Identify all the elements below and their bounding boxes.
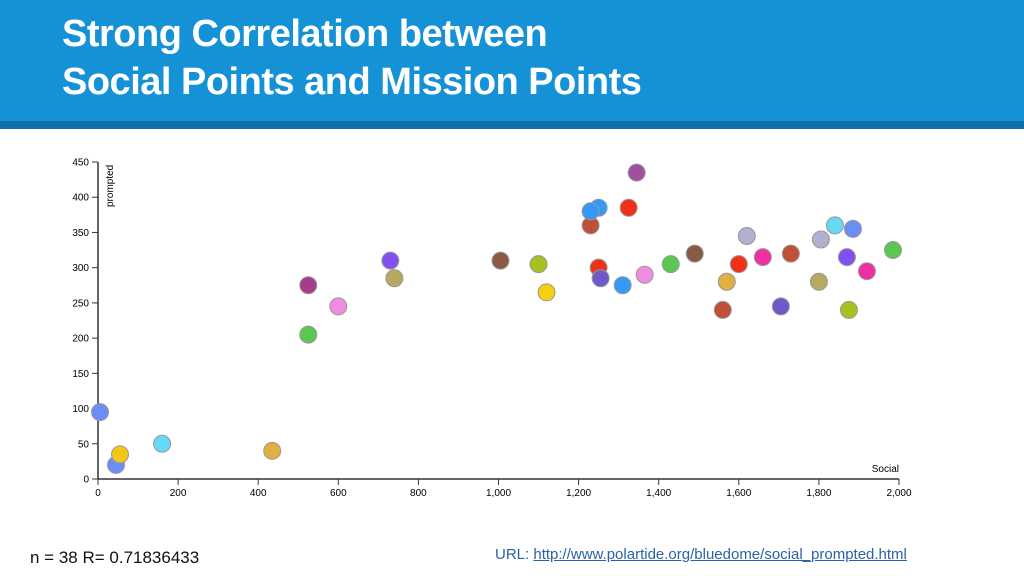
- data-point[interactable]: [299, 276, 318, 295]
- slide-title: Strong Correlation between Social Points…: [62, 10, 642, 106]
- title-line-1: Strong Correlation between: [62, 13, 548, 55]
- header-divider: [0, 121, 1024, 129]
- x-tick-label: 600: [330, 488, 347, 499]
- y-tick-label: 400: [72, 193, 89, 204]
- data-point[interactable]: [753, 248, 772, 267]
- title-line-2: Social Points and Mission Points: [62, 61, 642, 103]
- axes: 0 200 400 600 800 1,000 1,200 1,400 1,600 1,800 2,…: [72, 158, 912, 500]
- url-link[interactable]: http://www.polartide.org/bluedome/social…: [533, 546, 907, 563]
- y-tick-label: 0: [83, 475, 89, 486]
- data-point[interactable]: [717, 272, 736, 291]
- data-point[interactable]: [713, 300, 732, 319]
- data-point[interactable]: [781, 244, 800, 263]
- data-point[interactable]: [837, 248, 856, 267]
- x-tick-label: 0: [95, 488, 101, 499]
- data-point[interactable]: [839, 300, 858, 319]
- x-tick-label: 1,000: [486, 488, 511, 499]
- data-point[interactable]: [825, 216, 844, 235]
- x-tick-label: 1,400: [646, 488, 671, 499]
- x-tick-label: 800: [410, 488, 427, 499]
- data-point[interactable]: [537, 283, 556, 302]
- y-tick-label: 350: [72, 228, 89, 239]
- x-tick-label: 1,200: [566, 488, 591, 499]
- data-point[interactable]: [263, 441, 282, 460]
- url-line: URL: http://www.polartide.org/bluedome/s…: [495, 546, 907, 563]
- data-point[interactable]: [627, 163, 646, 182]
- data-point[interactable]: [685, 244, 704, 263]
- data-point[interactable]: [619, 198, 638, 217]
- y-tick-label: 100: [72, 404, 89, 415]
- data-point[interactable]: [491, 251, 510, 270]
- data-point[interactable]: [153, 434, 172, 453]
- data-point[interactable]: [771, 297, 790, 316]
- data-point[interactable]: [381, 251, 400, 270]
- data-point[interactable]: [299, 325, 318, 344]
- y-tick-label: 450: [72, 158, 89, 169]
- y-tick-label: 300: [72, 263, 89, 274]
- x-tick-label: 200: [170, 488, 187, 499]
- data-point[interactable]: [883, 241, 902, 260]
- data-point[interactable]: [857, 262, 876, 281]
- data-point[interactable]: [811, 230, 830, 249]
- data-point[interactable]: [329, 297, 348, 316]
- data-point[interactable]: [591, 269, 610, 288]
- x-tick-label: 1,800: [806, 488, 831, 499]
- url-label: URL:: [495, 546, 530, 563]
- data-point[interactable]: [111, 445, 130, 464]
- data-point[interactable]: [737, 226, 756, 245]
- y-axis-label: prompted: [105, 165, 116, 207]
- y-tick-label: 200: [72, 334, 89, 345]
- data-point[interactable]: [809, 272, 828, 291]
- data-point[interactable]: [581, 202, 600, 221]
- x-tick-label: 400: [250, 488, 267, 499]
- data-point[interactable]: [613, 276, 632, 295]
- y-tick-label: 150: [72, 369, 89, 380]
- stats-text: n = 38 R= 0.71836433: [30, 548, 200, 567]
- data-point[interactable]: [635, 265, 654, 284]
- data-point[interactable]: [729, 255, 748, 274]
- data-point[interactable]: [661, 255, 680, 274]
- y-tick-label: 50: [78, 439, 90, 450]
- slide-header: [0, 0, 1024, 121]
- data-point[interactable]: [91, 403, 110, 422]
- y-tick-label: 250: [72, 298, 89, 309]
- data-point[interactable]: [529, 255, 548, 274]
- data-point[interactable]: [843, 219, 862, 238]
- data-point[interactable]: [385, 269, 404, 288]
- x-tick-label: 2,000: [886, 488, 911, 499]
- data-points: [91, 163, 902, 474]
- x-axis-label: Social: [872, 464, 899, 475]
- x-tick-label: 1,600: [726, 488, 751, 499]
